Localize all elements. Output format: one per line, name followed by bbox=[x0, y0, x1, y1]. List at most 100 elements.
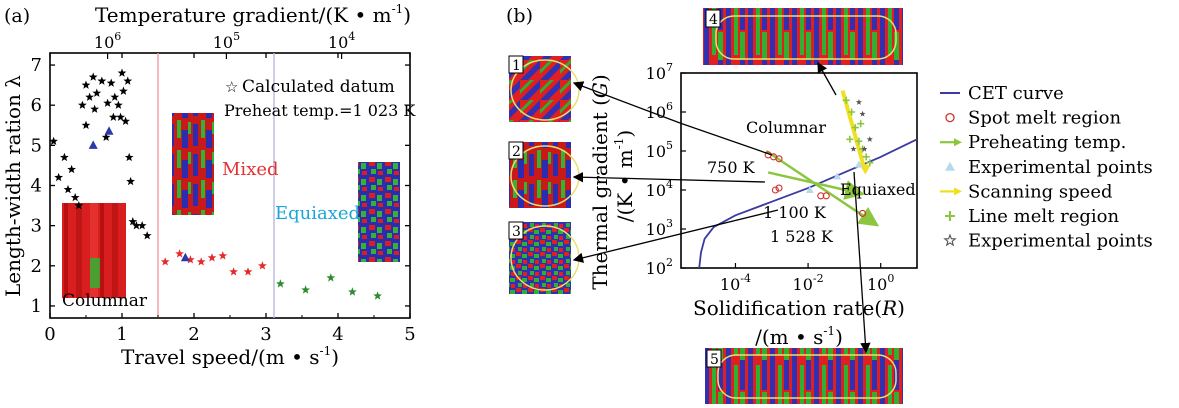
legend-marker-plus bbox=[945, 211, 955, 221]
legend-marker-triangle bbox=[945, 161, 955, 171]
legend-entry-label: Line melt region bbox=[968, 206, 1119, 227]
data-star bbox=[373, 291, 382, 300]
line-melt-point bbox=[851, 124, 859, 132]
data-star bbox=[108, 112, 118, 121]
y-tick-label: 103 bbox=[646, 217, 673, 239]
data-triangle bbox=[88, 140, 98, 149]
mixed-label: Mixed bbox=[222, 159, 279, 180]
micrograph-2-number: 2 bbox=[512, 144, 521, 160]
x-tick-label: 100 bbox=[867, 272, 894, 294]
panel-a-label: (a) bbox=[4, 5, 30, 27]
legend-entry-label: Scanning speed bbox=[968, 181, 1113, 202]
pointer-arrow-1 bbox=[572, 81, 681, 124]
plot-a-marks bbox=[49, 68, 382, 300]
temp-label-750: 750 K bbox=[707, 158, 756, 177]
data-star bbox=[103, 98, 112, 107]
top-tick-label: 106 bbox=[94, 30, 121, 52]
micrograph-3-number: 3 bbox=[512, 224, 521, 240]
experimental-star bbox=[855, 99, 862, 105]
line-melt-point bbox=[857, 120, 865, 128]
data-star bbox=[124, 152, 134, 162]
data-star bbox=[218, 251, 228, 260]
data-star bbox=[121, 116, 130, 125]
y-tick-label: 106 bbox=[646, 100, 673, 122]
legend-b: CET curve Spot melt region Preheating temp… bbox=[940, 83, 1153, 252]
data-star bbox=[276, 279, 285, 288]
data-star bbox=[301, 285, 310, 294]
x-tick-label: 4 bbox=[332, 324, 343, 345]
legend-label: Calculated datum bbox=[242, 77, 395, 97]
data-star bbox=[117, 68, 127, 77]
line-melt-point bbox=[846, 135, 854, 143]
micrograph-5-number: 5 bbox=[710, 352, 719, 368]
data-star bbox=[348, 287, 357, 296]
data-star bbox=[67, 164, 76, 174]
data-star bbox=[186, 255, 195, 264]
data-star bbox=[110, 92, 120, 101]
data-star bbox=[196, 257, 206, 266]
y-tick-label: 5 bbox=[31, 135, 42, 156]
x-axis-title-b: Solidification rate(R) bbox=[693, 296, 905, 320]
data-star bbox=[81, 80, 91, 89]
y-tick-label: 107 bbox=[646, 61, 673, 83]
data-star bbox=[101, 132, 111, 142]
legend-entry-label: Experimental points bbox=[968, 231, 1153, 252]
data-star bbox=[60, 152, 69, 162]
equiaxed-region-label: Equiaxed bbox=[840, 180, 916, 199]
line-melt-point bbox=[866, 159, 874, 167]
top-axis-title: Temperature gradient/(K • m-1) bbox=[95, 2, 411, 27]
legend-entry-label: Spot melt region bbox=[968, 108, 1121, 129]
spot-melt-point bbox=[771, 186, 779, 194]
x-axis-units-b: /(m • s-1) bbox=[755, 324, 843, 349]
spot-melt-point bbox=[817, 192, 825, 200]
micrograph-1-number: 1 bbox=[512, 58, 521, 74]
data-star bbox=[132, 221, 141, 230]
x-tick-label: 10-2 bbox=[793, 272, 824, 294]
data-star bbox=[123, 76, 133, 85]
panel-b-label: (b) bbox=[506, 5, 533, 27]
spot-melt-point bbox=[822, 192, 830, 200]
data-star bbox=[116, 112, 125, 121]
data-star bbox=[85, 92, 94, 101]
pointer-arrow-1b bbox=[679, 122, 773, 156]
data-triangle bbox=[104, 126, 114, 135]
data-star bbox=[81, 120, 91, 129]
data-star bbox=[63, 184, 73, 194]
data-star bbox=[119, 86, 128, 95]
top-axis-ticks: 106 105 104 bbox=[94, 30, 355, 59]
preheat-note: Preheat temp.=1 023 K bbox=[224, 101, 416, 120]
y-tick-label: 6 bbox=[31, 95, 42, 116]
y-tick-label: 3 bbox=[31, 216, 42, 237]
experimental-triangle bbox=[833, 172, 842, 180]
data-star bbox=[106, 78, 116, 87]
line-melt-point bbox=[848, 108, 856, 116]
x-axis-ticks: 0 1 2 3 4 5 bbox=[44, 53, 416, 345]
pointer-arrow-3 bbox=[572, 209, 779, 263]
mixed-micrograph bbox=[172, 113, 214, 215]
legend-a: ☆ Calculated datum Preheat temp.=1 023 K bbox=[224, 77, 416, 120]
pointer-arrow-5 bbox=[853, 171, 871, 354]
temp-label-1528: 1 528 K bbox=[770, 227, 834, 246]
y-tick-label: 7 bbox=[31, 55, 42, 76]
y-tick-label: 2 bbox=[31, 256, 42, 277]
x-axis-ticks: 10-4 10-2 100 bbox=[720, 263, 894, 294]
line-melt-point bbox=[862, 153, 870, 161]
data-star bbox=[114, 100, 123, 109]
micrograph-5: 5 bbox=[705, 348, 903, 404]
y-tick-label: 1 bbox=[31, 296, 42, 317]
x-tick-label: 0 bbox=[44, 324, 55, 345]
equiaxed-micrograph bbox=[358, 162, 400, 262]
preheat-arrow bbox=[767, 171, 865, 200]
data-star bbox=[128, 217, 138, 226]
legend-marker-circle bbox=[945, 112, 955, 123]
top-tick-label: 104 bbox=[328, 30, 355, 52]
data-star bbox=[326, 273, 336, 282]
temp-label-1100: 1 100 K bbox=[763, 203, 827, 222]
x-tick-label: 10-4 bbox=[720, 272, 751, 294]
experimental-triangle bbox=[805, 186, 814, 193]
micrograph-2: 2 bbox=[508, 141, 580, 208]
data-star bbox=[229, 267, 238, 276]
experimental-star bbox=[850, 145, 857, 152]
